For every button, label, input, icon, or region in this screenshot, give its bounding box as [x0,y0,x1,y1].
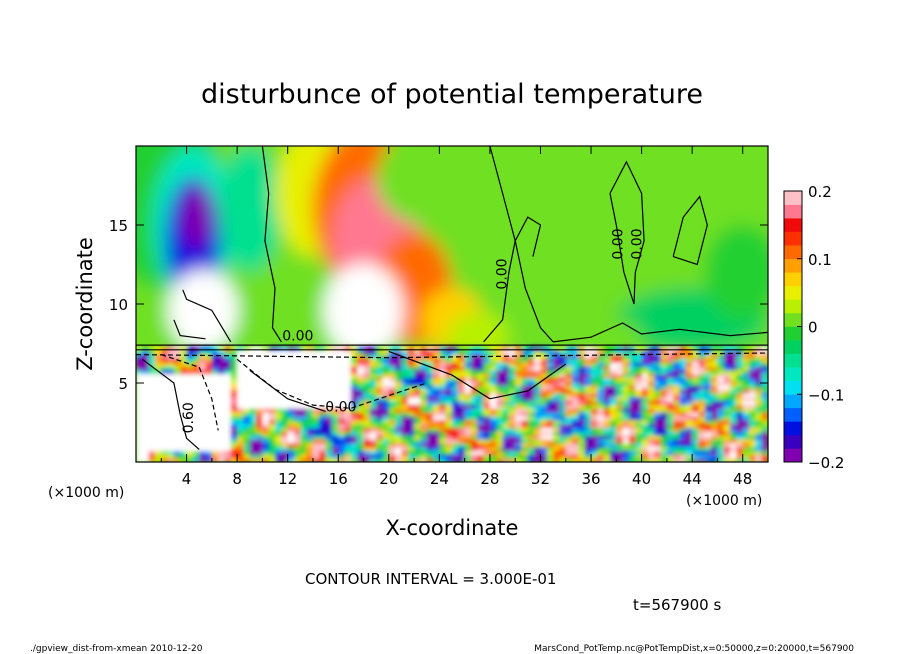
x-tick-label: 20 [379,470,398,488]
contour-label: 0.00 [630,228,646,259]
contour-line [249,369,326,412]
colorbar-swatch [784,340,802,354]
colorbar-tick-label: 0 [808,319,818,337]
colorbar-tick-label: 0.2 [808,183,832,201]
y-axis-label: Z-coordinate [73,237,97,371]
colorbar-swatch [784,312,802,327]
y-tick-label: 10 [109,296,128,314]
saturated-region [323,262,404,358]
contour-line [261,146,282,343]
field-blob [218,146,282,273]
colorbar-swatch [784,285,802,300]
x-tick-label: 48 [733,470,752,488]
colorbar-swatch [784,394,802,409]
field-blob [181,185,212,249]
colorbar-swatch [784,272,802,287]
field-blob [591,319,642,352]
x-tick-label: 36 [581,470,600,488]
contour-interval-text: CONTOUR INTERVAL = 3.000E-01 [305,570,556,588]
colorbar-swatch [784,231,802,246]
contour-line [161,354,219,431]
colorbar-swatch [784,434,802,449]
contour-line [609,160,645,305]
colorbar-swatch [784,380,802,395]
contour-line [182,289,232,343]
contour-labels: 0.600.000.000.000.00 0.00 [181,228,646,433]
colorbar-swatch [784,448,802,463]
contour-line [141,358,200,450]
contour-label: 0.00 [611,228,627,259]
contour-label: 0.00 [282,328,313,344]
colorbar-swatch [784,421,802,436]
contour-line [483,216,542,343]
x-tick-label: 4 [182,470,192,488]
colorbar-swatch [784,326,802,341]
field-blob [376,146,478,225]
y-axis-ticks: 5 10 15 [109,217,768,393]
x-tick-label: 16 [329,470,348,488]
time-text: t=567900 s [633,596,721,614]
contour-label: 0.60 [181,402,197,433]
saturated-region [167,269,239,352]
x-axis-ticks: 4 8 12 16 20 24 28 32 36 40 44 48 [160,146,752,488]
contour-line [553,322,768,343]
colorbar-swatch [784,218,802,232]
x-tick-label: 40 [632,470,651,488]
colorbar-swatch [784,353,802,368]
contour-line [136,352,768,359]
chart-title: disturbunce of potential temperature [201,79,703,110]
x-tick-label: 12 [278,470,297,488]
x-unit-label-right: (×1000 m) [686,493,762,509]
colorbar-tick-label: 0.1 [808,251,832,269]
plot-area [136,146,768,462]
colorbar-tick-label: −0.2 [808,454,844,472]
contour-line [672,195,708,266]
colorbar-swatch [784,191,802,205]
colorbar-tick-label: −0.1 [808,386,844,404]
colorbar-swatch [784,245,802,260]
colorbar-swatch [784,299,802,314]
footer-right: MarsCond_PotTemp.nc@PotTempDist,x=0:5000… [534,644,854,654]
y-tick-label: 5 [118,375,128,393]
x-tick-label: 24 [430,470,449,488]
y-tick-label: 15 [109,217,128,235]
x-tick-label: 8 [232,470,242,488]
x-tick-label: 44 [683,470,702,488]
colorbar-swatch [784,407,802,422]
x-tick-label: 32 [531,470,550,488]
contour-label: 0.00 [325,399,356,415]
colorbar-swatch [784,367,802,381]
contour-lines [136,146,768,450]
contour-line [173,319,206,340]
x-unit-label-left: (×1000 m) [48,485,124,501]
x-axis-label: X-coordinate [386,516,519,540]
colorbar-swatch [784,204,802,219]
footer-left: ./gpview_dist-from-xmean 2010-12-20 [30,644,203,654]
colorbar-swatch [784,258,802,273]
field-blob [704,225,768,320]
colorbar [783,190,803,463]
contour-line [489,146,554,343]
contour-line [388,350,567,400]
colorbar-ticks: 0.2 0.1 0 −0.1 −0.2 [797,183,844,472]
lower-turbulent-field [136,346,768,462]
x-tick-label: 28 [480,470,499,488]
contour-label: 0.00 [494,258,510,289]
